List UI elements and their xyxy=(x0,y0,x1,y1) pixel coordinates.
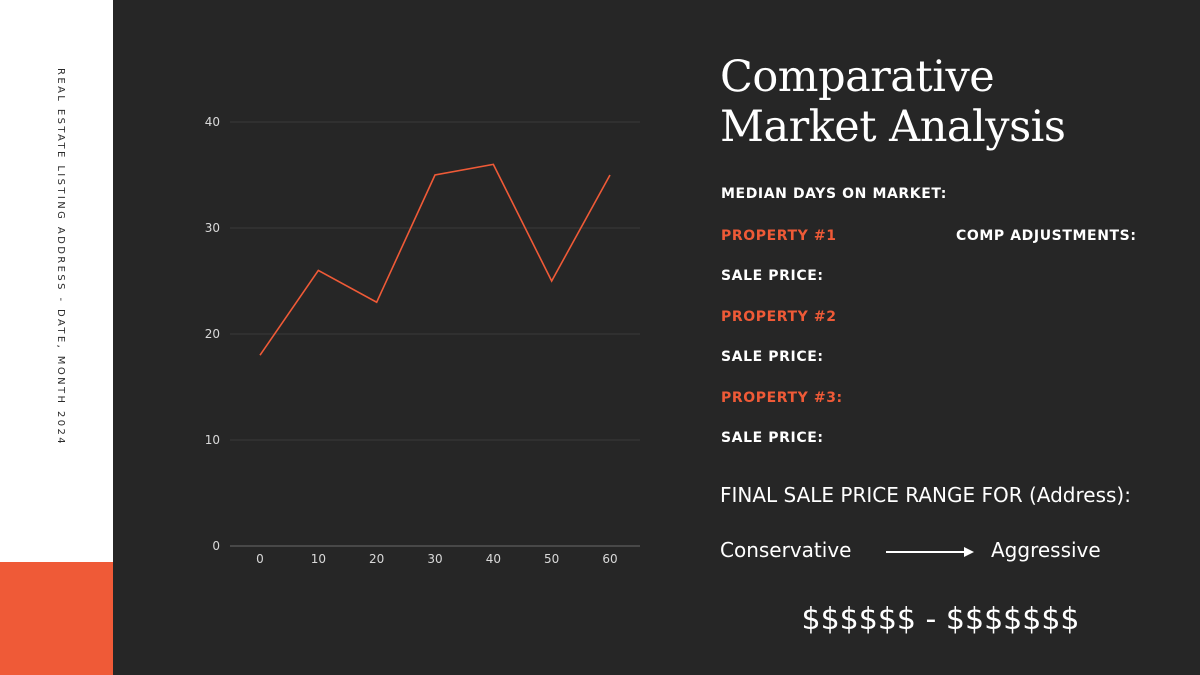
y-tick-label: 0 xyxy=(212,539,220,553)
x-tick-label: 0 xyxy=(256,552,264,566)
sale-price-2-label: SALE PRICE: xyxy=(721,349,824,365)
price-range-title: FINAL SALE PRICE RANGE FOR (Address): xyxy=(720,483,1131,507)
series-line xyxy=(259,163,611,356)
aggressive-label: Aggressive xyxy=(991,538,1101,562)
x-tick-label: 20 xyxy=(369,552,384,566)
conservative-label: Conservative xyxy=(720,538,852,562)
property-2-label: PROPERTY #2 xyxy=(721,309,837,325)
median-days-label: MEDIAN DAYS ON MARKET: xyxy=(721,186,947,202)
title-line-1: Comparative xyxy=(720,52,995,102)
title-line-2: Market Analysis xyxy=(720,102,1066,152)
sale-price-3-label: SALE PRICE: xyxy=(721,430,824,446)
x-tick-label: 10 xyxy=(311,552,326,566)
listing-address-caption: REAL ESTATE LISTING ADDRESS - DATE, MONT… xyxy=(55,68,66,447)
price-range-value: $$$$$$ - $$$$$$$ xyxy=(801,602,1080,637)
sidebar-panel: REAL ESTATE LISTING ADDRESS - DATE, MONT… xyxy=(0,0,113,562)
x-tick-label: 50 xyxy=(544,552,559,566)
price-scale: Conservative Aggressive xyxy=(720,538,1140,566)
arrow-right-icon xyxy=(886,547,974,557)
accent-block xyxy=(0,562,113,675)
x-tick-label: 30 xyxy=(427,552,442,566)
y-tick-label: 20 xyxy=(205,327,220,341)
x-tick-label: 40 xyxy=(486,552,501,566)
property-1-label: PROPERTY #1 xyxy=(721,228,837,244)
x-tick-label: 60 xyxy=(602,552,617,566)
comp-adjustments-label: COMP ADJUSTMENTS: xyxy=(956,228,1137,244)
y-tick-label: 10 xyxy=(205,433,220,447)
property-3-label: PROPERTY #3: xyxy=(721,390,843,406)
sale-price-1-label: SALE PRICE: xyxy=(721,268,824,284)
y-tick-label: 40 xyxy=(205,115,220,129)
page-title: Comparative Market Analysis xyxy=(720,52,1066,152)
y-tick-label: 30 xyxy=(205,221,220,235)
days-on-market-line-chart: 0 10 20 30 40 0 10 20 30 40 50 60 xyxy=(205,115,640,566)
